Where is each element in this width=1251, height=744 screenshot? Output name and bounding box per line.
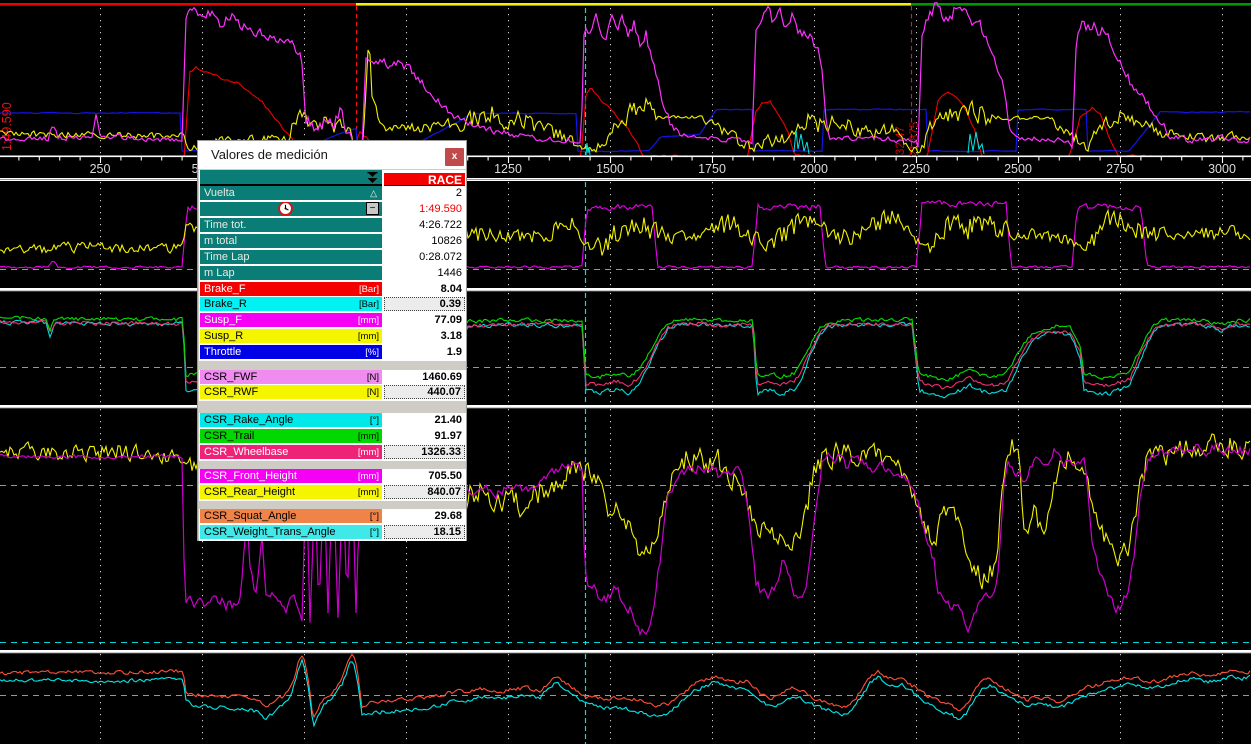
svg-text:2500: 2500 [1004,162,1032,176]
svg-text:1250: 1250 [494,162,522,176]
svg-text:250: 250 [90,162,111,176]
svg-text:1750: 1750 [698,162,726,176]
svg-text:1500: 1500 [596,162,624,176]
svg-text:3000: 3000 [1208,162,1236,176]
svg-text:2250: 2250 [902,162,930,176]
svg-text:2750: 2750 [1106,162,1134,176]
svg-text:1:49.590: 1:49.590 [0,102,14,151]
svg-text:2000: 2000 [800,162,828,176]
